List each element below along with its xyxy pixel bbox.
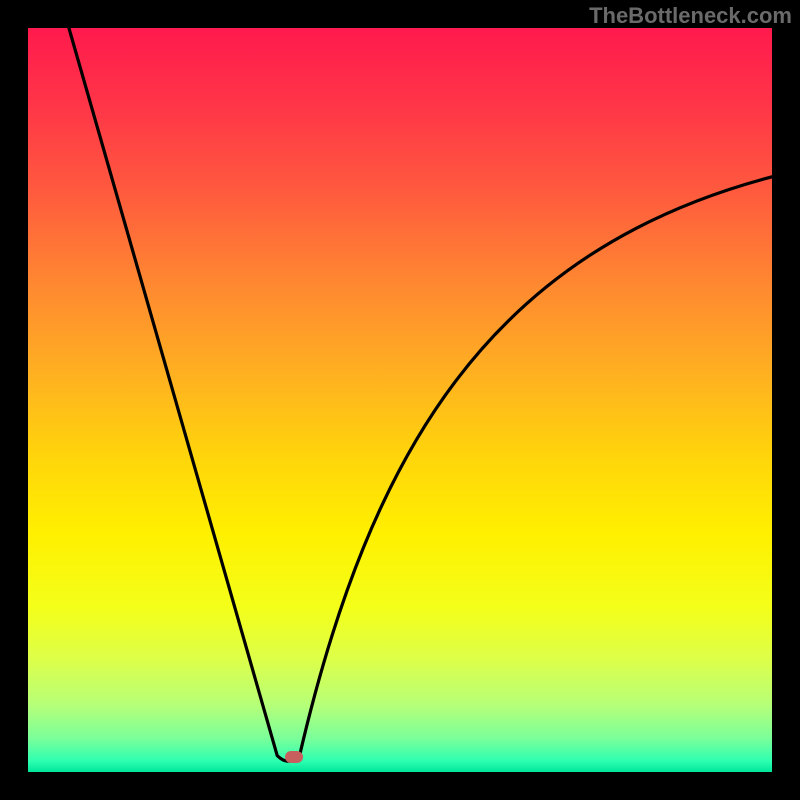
chart-container: TheBottleneck.com: [0, 0, 800, 800]
minimum-marker: [285, 751, 303, 763]
attribution-text: TheBottleneck.com: [589, 3, 792, 29]
bottleneck-curve: [69, 28, 772, 761]
plot-area: [28, 28, 772, 772]
curve-svg: [28, 28, 772, 772]
